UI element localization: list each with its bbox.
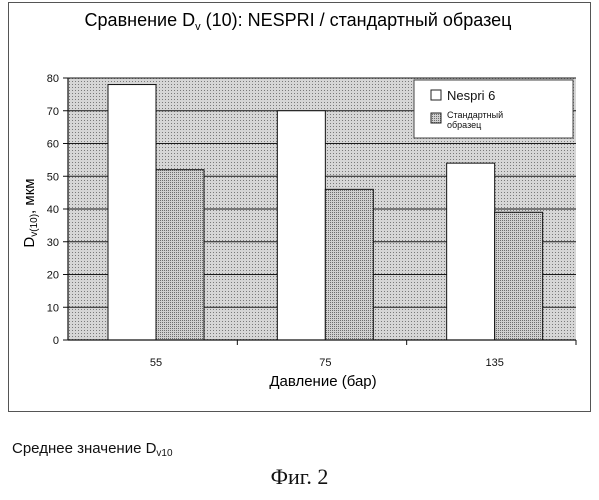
chart: Сравнение Dv (10): NESPRI / стандартный …: [0, 0, 599, 420]
bar-nespri: [277, 111, 325, 340]
y-axis-label: Dv(10), мкм: [21, 178, 40, 247]
legend-label-standard-line2: образец: [447, 120, 481, 130]
average-caption: Среднее значение Dv10: [12, 440, 173, 459]
legend-label-nespri: Nespri 6: [447, 88, 495, 103]
bar-nespri: [108, 85, 156, 340]
legend-swatch-nespri: [431, 90, 441, 100]
y-tick-label: 20: [47, 270, 59, 282]
y-tick-label: 10: [47, 302, 59, 314]
bar-standard: [495, 212, 543, 340]
bar-standard: [325, 189, 373, 340]
legend-label-standard-line1: Стандартный: [447, 110, 503, 120]
legend: Nespri 6 Стандартный образец: [414, 80, 573, 138]
legend-swatch-standard: [431, 113, 441, 123]
y-tick-label: 0: [53, 335, 59, 347]
x-tick-label: 75: [319, 357, 331, 369]
figure-caption: Фиг. 2: [0, 464, 599, 490]
bar-nespri: [447, 163, 495, 340]
average-caption-sub: v10: [156, 448, 172, 459]
y-tick-label: 60: [47, 139, 59, 151]
chart-title: Сравнение Dv (10): NESPRI / стандартный …: [85, 10, 512, 33]
average-caption-main: Среднее значение D: [12, 440, 156, 457]
x-tick-label: 55: [150, 357, 162, 369]
bar-standard: [156, 170, 204, 340]
y-tick-label: 30: [47, 237, 59, 249]
y-tick-label: 70: [47, 106, 59, 118]
y-tick-label: 50: [47, 171, 59, 183]
y-tick-label: 80: [47, 73, 59, 85]
x-axis-label: Давление (бар): [269, 373, 376, 390]
x-tick-label: 135: [485, 357, 503, 369]
y-tick-label: 40: [47, 204, 59, 216]
